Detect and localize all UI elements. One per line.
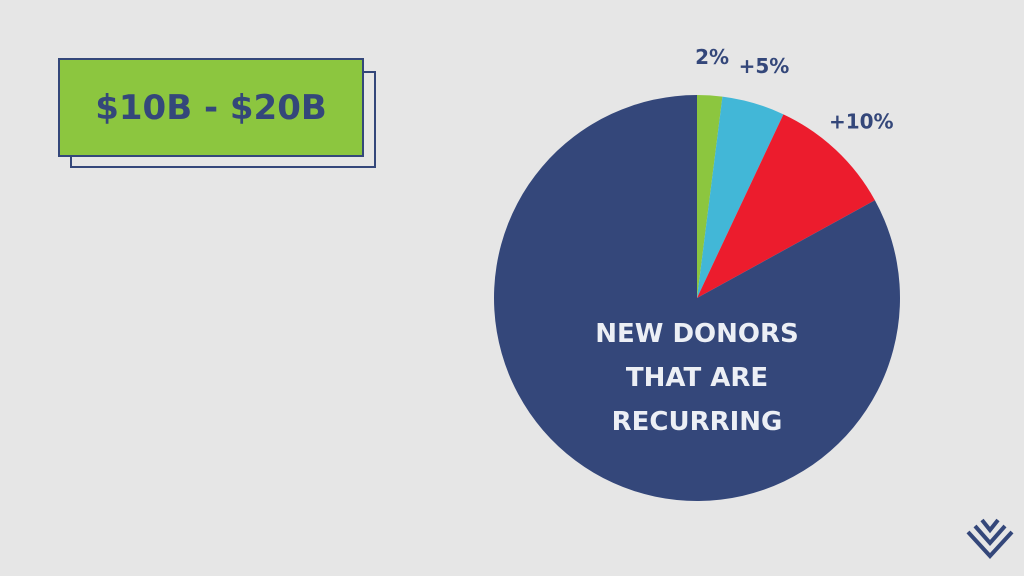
value-label: +5% bbox=[739, 54, 790, 78]
value-label: +10% bbox=[829, 110, 894, 134]
pie-slice bbox=[697, 114, 875, 299]
value-label: 2% bbox=[695, 45, 729, 69]
logo bbox=[966, 518, 1014, 559]
badge: $10B - $20B bbox=[58, 58, 364, 157]
pie-slice bbox=[493, 95, 900, 502]
pie-slice bbox=[697, 95, 723, 298]
slice-label: NEW DONORS THAT ARE RECURRING bbox=[595, 319, 799, 437]
pie-slice bbox=[697, 96, 784, 299]
